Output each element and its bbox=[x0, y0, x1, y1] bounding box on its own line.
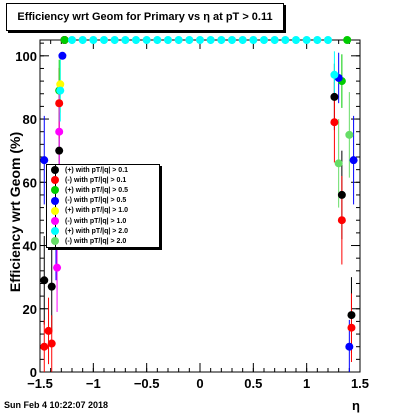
data-point-with-pt-q-0-5 bbox=[349, 156, 358, 165]
y-tick-label: 60 bbox=[23, 175, 37, 190]
data-point-with-pt-q-2-0 bbox=[174, 36, 183, 44]
legend-marker bbox=[47, 194, 65, 207]
data-point-with-pt-q-2-0 bbox=[164, 36, 172, 44]
data-point-with-pt-q-0-1 bbox=[330, 118, 339, 127]
data-point-with-pt-q-2-0 bbox=[217, 36, 226, 44]
legend-marker bbox=[47, 215, 65, 228]
data-point-with-pt-q-0-1 bbox=[40, 342, 49, 351]
data-point-with-pt-q-2-0 bbox=[270, 36, 279, 44]
data-point-with-pt-q-2-0 bbox=[330, 70, 339, 79]
data-point-with-pt-q-0-5 bbox=[58, 51, 67, 60]
legend-entry: (-) with pT/|q| > 0.5 bbox=[47, 194, 159, 207]
data-point-with-pt-q-0-1 bbox=[337, 190, 346, 199]
data-point-with-pt-q-0-1 bbox=[47, 339, 56, 348]
data-point-with-pt-q-1-0 bbox=[56, 80, 65, 89]
legend-entry: (-) with pT/|q| > 0.1 bbox=[47, 174, 159, 187]
data-point-with-pt-q-2-0 bbox=[345, 130, 354, 139]
data-point-with-pt-q-0-1 bbox=[55, 99, 64, 108]
legend-marker bbox=[47, 225, 65, 238]
data-point-with-pt-q-2-0 bbox=[281, 36, 290, 44]
legend-label: (-) with pT/|q| > 1.0 bbox=[65, 217, 127, 225]
data-point-with-pt-q-1-0 bbox=[55, 127, 64, 136]
data-point-with-pt-q-2-0 bbox=[56, 86, 65, 95]
legend-marker bbox=[47, 174, 65, 187]
legend: (+) with pT/|q| > 0.1 (-) with pT/|q| > 0… bbox=[46, 164, 160, 248]
data-point-with-pt-q-0-1 bbox=[55, 146, 64, 155]
x-tick-label: 1.5 bbox=[351, 376, 369, 391]
data-point-with-pt-q-2-0 bbox=[110, 36, 119, 44]
y-tick-label: 100 bbox=[15, 49, 37, 64]
data-point-with-pt-q-0-5 bbox=[40, 156, 49, 165]
legend-marker bbox=[47, 235, 65, 248]
data-point-with-pt-q-0-1 bbox=[347, 323, 356, 332]
legend-entry: (+) with pT/|q| > 1.0 bbox=[47, 204, 159, 217]
x-tick-label: −1.5 bbox=[27, 376, 53, 391]
data-point-with-pt-q-2-0 bbox=[185, 36, 194, 44]
data-point-with-pt-q-0-1 bbox=[47, 282, 56, 291]
data-point-with-pt-q-2-0 bbox=[153, 36, 162, 44]
axis-ticks: −1.5 −1 −0.5 0 0.5 1 1.5 0 20 40 60 80 100 bbox=[15, 40, 369, 391]
data-point-with-pt-q-2-0 bbox=[292, 36, 300, 44]
data-point-with-pt-q-2-0 bbox=[249, 36, 258, 44]
legend-label: (+) with pT/|q| > 0.5 bbox=[65, 186, 129, 194]
data-point-with-pt-q-2-0 bbox=[78, 36, 87, 44]
y-tick-label: 40 bbox=[23, 239, 37, 254]
data-point-with-pt-q-2-0 bbox=[228, 36, 236, 44]
data-point-with-pt-q-0-5 bbox=[60, 36, 69, 44]
legend-label: (+) with pT/|q| > 0.1 bbox=[65, 166, 129, 174]
legend-label: (-) with pT/|q| > 2.0 bbox=[65, 237, 127, 245]
data-point-with-pt-q-2-0 bbox=[313, 36, 322, 44]
data-point-with-pt-q-0-1 bbox=[40, 276, 49, 285]
y-axis-label: Efficiency wrt Geom (%) bbox=[7, 131, 23, 293]
legend-entry: (-) with pT/|q| > 1.0 bbox=[47, 215, 159, 228]
y-tick-label: 0 bbox=[30, 365, 37, 380]
data-point-with-pt-q-0-1 bbox=[330, 92, 339, 101]
y-tick-label: 20 bbox=[23, 302, 37, 317]
data-point-with-pt-q-2-0 bbox=[260, 36, 268, 44]
x-tick-label: −0.5 bbox=[134, 376, 160, 391]
data-point-with-pt-q-2-0 bbox=[324, 36, 332, 44]
legend-entry: (+) with pT/|q| > 0.5 bbox=[47, 184, 159, 197]
data-point-with-pt-q-0-5 bbox=[343, 36, 352, 44]
data-point-with-pt-q-0-1 bbox=[44, 326, 53, 335]
x-axis-label: η bbox=[352, 398, 360, 413]
legend-entry: (+) with pT/|q| > 0.1 bbox=[47, 164, 159, 177]
data-point-with-pt-q-2-0 bbox=[238, 36, 247, 44]
data-point-with-pt-q-2-0 bbox=[68, 36, 76, 44]
x-tick-label: 0.5 bbox=[244, 376, 262, 391]
legend-marker bbox=[47, 204, 65, 217]
data-point-with-pt-q-1-0 bbox=[53, 263, 62, 272]
legend-entry: (-) with pT/|q| > 2.0 bbox=[47, 235, 159, 248]
legend-marker bbox=[47, 184, 65, 197]
x-tick-label: 0 bbox=[196, 376, 203, 391]
legend-entry: (+) with pT/|q| > 2.0 bbox=[47, 225, 159, 238]
legend-label: (-) with pT/|q| > 0.1 bbox=[65, 176, 127, 184]
data-point-with-pt-q-2-0 bbox=[334, 159, 343, 168]
legend-label: (-) with pT/|q| > 0.5 bbox=[65, 197, 127, 205]
data-point-with-pt-q-2-0 bbox=[302, 36, 311, 44]
data-point-with-pt-q-0-1 bbox=[347, 311, 356, 320]
data-point-with-pt-q-2-0 bbox=[100, 36, 108, 44]
x-tick-label: −1 bbox=[86, 376, 101, 391]
data-point-with-pt-q-2-0 bbox=[132, 36, 140, 44]
data-point-with-pt-q-2-0 bbox=[206, 36, 215, 44]
data-point-with-pt-q-2-0 bbox=[142, 36, 151, 44]
data-point-with-pt-q-2-0 bbox=[196, 36, 204, 44]
legend-marker bbox=[47, 164, 65, 177]
data-point-with-pt-q-2-0 bbox=[121, 36, 130, 44]
legend-label: (+) with pT/|q| > 2.0 bbox=[65, 227, 129, 235]
data-point-with-pt-q-0-1 bbox=[337, 216, 346, 225]
y-tick-label: 80 bbox=[23, 112, 37, 127]
legend-label: (+) with pT/|q| > 1.0 bbox=[65, 207, 129, 215]
timestamp: Sun Feb 4 10:22:07 2018 bbox=[4, 400, 109, 410]
x-tick-label: 1 bbox=[303, 376, 310, 391]
data-point-with-pt-q-2-0 bbox=[89, 36, 98, 44]
chart-title: Efficiency wrt Geom for Primary vs η at … bbox=[6, 3, 284, 31]
data-point-with-pt-q-0-5 bbox=[345, 342, 354, 351]
